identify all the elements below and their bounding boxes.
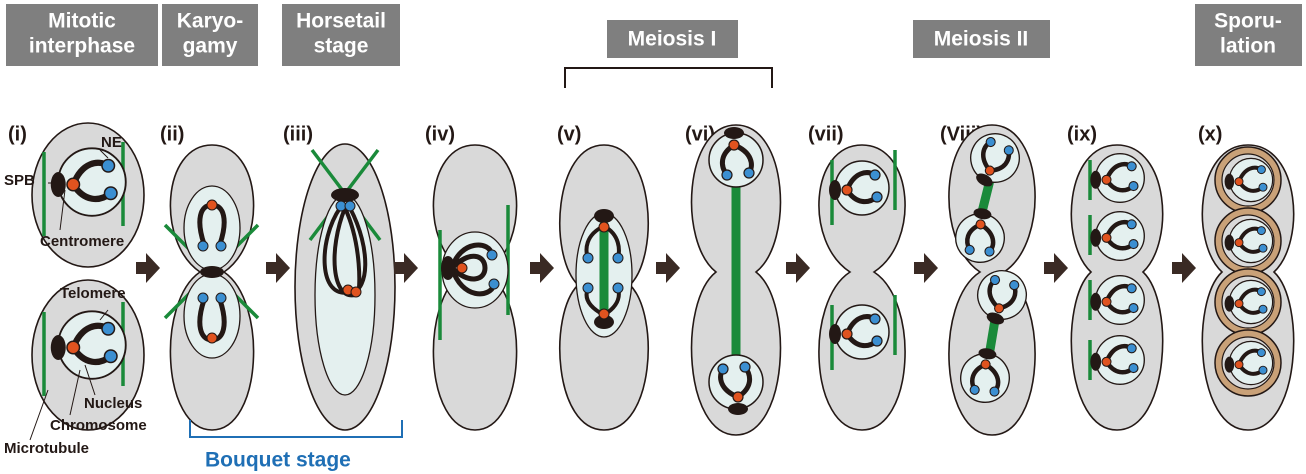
annotation: Nucleus [84, 395, 142, 412]
header-text: Horsetail [296, 10, 386, 33]
cell-part [331, 188, 359, 202]
stage-label: (ii) [160, 123, 184, 145]
arrow [136, 253, 160, 283]
annotation: SPB [4, 172, 35, 189]
stage-label: (vii) [808, 123, 844, 145]
annotation: NE [101, 134, 122, 151]
stage-label: (v) [557, 123, 581, 145]
header-text: interphase [29, 35, 135, 58]
annotation: Centromere [40, 233, 124, 250]
cell-part [184, 274, 240, 358]
arrow [656, 253, 680, 283]
header-boxes: Mitotic interphase Karyo- gamy Horsetail… [6, 4, 1302, 66]
stage-label: (x) [1198, 123, 1222, 145]
arrow [1044, 253, 1068, 283]
meiosis-i-bracket [565, 68, 772, 88]
cell-part [441, 256, 455, 280]
cell-part [613, 253, 623, 263]
annotation: Telomere [60, 285, 126, 302]
cell-part [489, 279, 499, 289]
bouquet-label: Bouquet stage [205, 449, 351, 472]
header-text: Karyo- [177, 10, 244, 33]
header-text: Sporu- [1214, 10, 1282, 33]
stage-label: (ix) [1067, 123, 1097, 145]
cell-part [198, 293, 208, 303]
header-text: Mitotic [48, 10, 116, 33]
cell-part [599, 222, 609, 232]
cell-part [594, 209, 614, 223]
cell-part [457, 263, 467, 273]
cell-part [351, 287, 361, 297]
cell-part [1215, 330, 1281, 396]
cell-part [200, 266, 224, 278]
cell-part [613, 283, 623, 293]
cell-part [216, 241, 226, 251]
arrow [914, 253, 938, 283]
cell-part [207, 333, 217, 343]
annotation: Chromosome [50, 417, 147, 434]
header-text: stage [314, 35, 369, 58]
cell-part [1215, 147, 1281, 213]
header-text: Meiosis I [628, 28, 717, 51]
cell-part [583, 283, 593, 293]
header-text: gamy [183, 35, 238, 58]
arrow [530, 253, 554, 283]
cell-part [1215, 269, 1281, 335]
cell-part [207, 200, 217, 210]
cell-part [487, 250, 497, 260]
arrow [1172, 253, 1196, 283]
cell-part [345, 201, 355, 211]
arrow [394, 253, 418, 283]
header-text: Meiosis II [934, 28, 1029, 51]
annotation: Microtubule [4, 440, 89, 457]
arrow [266, 253, 290, 283]
cell-part [216, 293, 226, 303]
arrow [786, 253, 810, 283]
stage-label: (iii) [283, 123, 313, 145]
cell-part [198, 241, 208, 251]
cell-part [1215, 208, 1281, 274]
cell-part [599, 309, 609, 319]
stage-labels: (i) (ii) (iii) (iv) (v) (vi) (vii) (Viii… [8, 123, 1222, 145]
meiosis-diagram: Mitotic interphase Karyo- gamy Horsetail… [0, 0, 1306, 474]
stage-i [30, 123, 144, 440]
stage-label: (i) [8, 123, 27, 145]
cell-part [184, 186, 240, 270]
header-text: lation [1220, 35, 1276, 58]
stage-label: (iv) [425, 123, 455, 145]
cell-part [583, 253, 593, 263]
